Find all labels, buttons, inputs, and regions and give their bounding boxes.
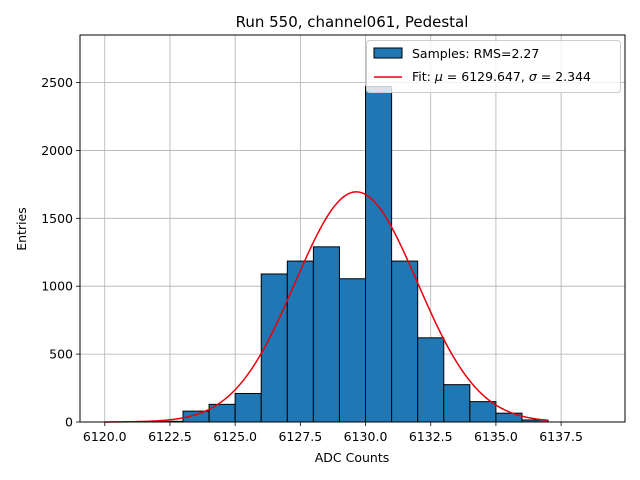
legend-fit-mu-symbol: μ xyxy=(434,69,443,84)
y-tick-label: 1500 xyxy=(41,211,73,226)
legend-box xyxy=(366,40,621,93)
histogram-bar xyxy=(338,278,367,423)
legend-histogram-label: Samples: RMS=2.27 xyxy=(412,46,539,61)
y-tick-label: 0 xyxy=(65,415,73,430)
fit-curve xyxy=(104,191,549,423)
legend-fit-label: Fit: μ = 6129.647, σ = 2.344 xyxy=(412,69,591,84)
legend-fit-mu-value: = 6129.647, xyxy=(447,69,529,84)
histogram-bar xyxy=(469,401,497,423)
x-tick-label: 6137.5 xyxy=(539,429,583,444)
y-tick-label: 1000 xyxy=(41,279,73,294)
x-tick-label: 6132.5 xyxy=(409,429,453,444)
plot-title: Run 550, channel061, Pedestal xyxy=(236,13,469,31)
y-axis-ticks: 0 500 1000 1500 2000 2500 xyxy=(41,75,80,430)
x-tick-label: 6122.5 xyxy=(148,429,192,444)
histogram-bar xyxy=(365,86,393,423)
histogram-bars xyxy=(156,86,549,423)
histogram-bar xyxy=(391,260,419,423)
legend-fit-sigma-symbol: σ xyxy=(529,69,538,84)
x-tick-label: 6135.0 xyxy=(474,429,518,444)
x-tick-label: 6127.5 xyxy=(278,429,322,444)
x-axis-title: ADC Counts xyxy=(315,450,390,465)
legend-fit-sigma-value: = 2.344 xyxy=(541,69,591,84)
histogram-bar xyxy=(234,392,262,423)
histogram-bar xyxy=(312,246,340,423)
x-tick-label: 6120.0 xyxy=(83,429,127,444)
x-axis-ticks: 6120.0 6122.5 6125.0 6127.5 6130.0 6132.5 6135… xyxy=(83,422,583,444)
legend-fit-prefix: Fit: xyxy=(412,69,435,84)
histogram-bar xyxy=(417,337,445,423)
y-axis-title: Entries xyxy=(14,207,29,251)
histogram-bar xyxy=(443,384,471,423)
legend-histogram-swatch xyxy=(373,47,403,59)
histogram-bar xyxy=(286,260,314,423)
plot-frame xyxy=(79,34,626,423)
y-tick-label: 2500 xyxy=(41,75,73,90)
x-tick-label: 6125.0 xyxy=(213,429,257,444)
y-tick-label: 500 xyxy=(49,347,73,362)
x-tick-label: 6130.0 xyxy=(344,429,388,444)
legend: Samples: RMS=2.27 Fit: μ = 6129.647, σ = 2… xyxy=(366,40,621,93)
histogram-bar xyxy=(260,273,288,423)
y-tick-label: 2000 xyxy=(41,143,73,158)
